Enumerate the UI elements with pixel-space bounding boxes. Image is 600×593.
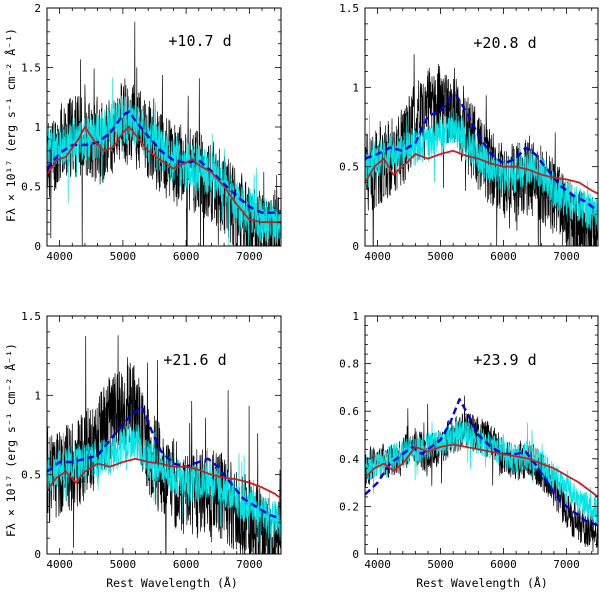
observed-cyan-spectrum [365,108,598,232]
y-tick-label: 1 [352,310,359,323]
y-tick-label: 2 [34,2,41,15]
panel-bottom-right: 4000 5000 6000 7000 0 0.2 0.4 0.6 0.8 1 +23.9 d [339,310,599,571]
y-tick-label: 1.5 [21,62,41,75]
observed-cyan-spectrum [365,420,598,525]
x-tick-label: 4000 [46,250,73,263]
y-tick-label: 0 [352,240,359,253]
model-blue-spectrum [365,94,598,213]
y-tick-label: 0 [34,548,41,561]
y-tick-label: 0.8 [339,358,359,371]
observed-cyan-spectrum [47,414,281,554]
x-axis-title-right: Rest Wavelength (Å) [416,575,548,590]
x-tick-label: 7000 [236,250,263,263]
y-tick-label: 1 [352,81,359,94]
x-tick-label: 4000 [364,250,391,263]
x-tick-label: 6000 [490,250,517,263]
y-tick-label: 1.5 [339,2,359,15]
plot-frame [46,315,282,555]
y-tick-label: 1 [34,121,41,134]
plot-frame [364,315,599,555]
x-axis-title-left: Rest Wavelength (Å) [106,575,238,590]
x-tick-label: 7000 [236,558,263,571]
model-blue-spectrum [47,405,281,521]
x-tick-label: 5000 [110,558,137,571]
y-tick-label: 0.4 [339,453,359,466]
x-tick-label: 5000 [110,250,137,263]
x-tick-label: 6000 [490,558,517,571]
y-tick-label: 0.5 [21,181,41,194]
y-tick-label: 0 [34,240,41,253]
model-red-spectrum [47,457,281,500]
x-tick-label: 5000 [427,558,454,571]
y-tick-label: 1.5 [21,310,41,323]
y-tick-label: 0.5 [21,469,41,482]
plot-frame [364,7,599,247]
plot-area [47,335,281,554]
model-red-spectrum [47,126,281,224]
model-red-spectrum [365,443,598,498]
y-tick-label: 0.2 [339,500,359,513]
model-blue-spectrum [47,110,281,214]
epoch-label: +23.9 d [473,351,536,369]
panel-bottom-left: 4000 5000 6000 7000 0 0.5 1 1.5 +21.6 d [21,310,282,571]
epoch-label: +10.7 d [168,32,231,50]
x-tick-label: 6000 [173,250,200,263]
epoch-label: +21.6 d [163,351,226,369]
plot-area [365,54,598,246]
x-tick-label: 6000 [173,558,200,571]
model-blue-spectrum [365,398,598,527]
plot-area [365,395,598,552]
y-tick-label: 0 [352,548,359,561]
y-tick-label: 0.6 [339,405,359,418]
model-red-spectrum [365,149,598,195]
x-tick-label: 7000 [553,250,580,263]
x-tick-label: 5000 [427,250,454,263]
y-tick-label: 0.5 [339,161,359,174]
panel-top-right: 4000 5000 6000 7000 0 0.5 1 1.5 +20.8 d [339,2,599,263]
y-tick-label: 1 [34,389,41,402]
observed-cyan-spectrum [47,77,281,246]
x-tick-label: 4000 [364,558,391,571]
x-tick-label: 4000 [46,558,73,571]
x-tick-label: 7000 [553,558,580,571]
epoch-label: +20.8 d [473,34,536,52]
panel-top-left: 4000 5000 6000 7000 0 0.5 1 1.5 2 +10.7 d [21,2,282,263]
y-axis-title-bottom: Fλ × 10¹⁷ (erg s⁻¹ cm⁻² Å⁻¹) [3,343,18,537]
observed-black-spectrum [47,21,281,246]
y-axis-title-top: Fλ × 10¹⁷ (erg s⁻¹ cm⁻² Å⁻¹) [3,28,18,222]
plot-area [47,21,281,246]
